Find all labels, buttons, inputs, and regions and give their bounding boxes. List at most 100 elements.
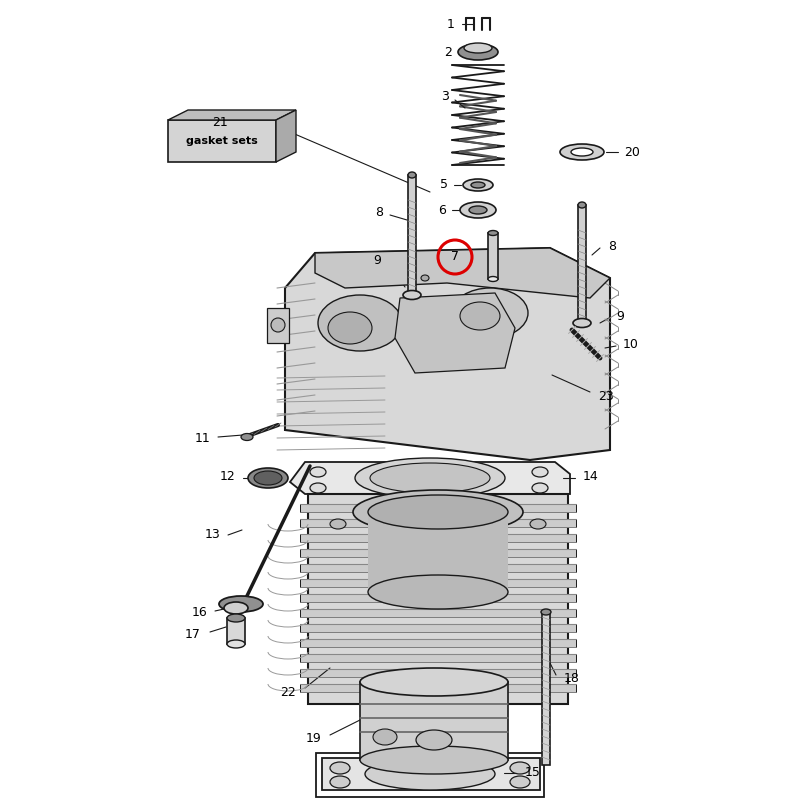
Text: 3: 3 — [441, 90, 449, 103]
Ellipse shape — [421, 275, 429, 281]
Text: 18: 18 — [564, 671, 580, 685]
Ellipse shape — [464, 43, 492, 53]
Text: 5: 5 — [440, 178, 448, 191]
Text: 7: 7 — [451, 250, 459, 263]
Ellipse shape — [310, 467, 326, 477]
Text: 8: 8 — [608, 239, 616, 253]
Text: 2: 2 — [444, 46, 452, 58]
Ellipse shape — [368, 495, 508, 529]
Ellipse shape — [469, 206, 487, 214]
Polygon shape — [300, 504, 576, 512]
Ellipse shape — [463, 179, 493, 191]
Bar — [308, 494, 568, 704]
Text: 15: 15 — [525, 766, 541, 779]
Ellipse shape — [416, 730, 452, 750]
Ellipse shape — [458, 44, 498, 60]
Ellipse shape — [373, 729, 397, 745]
Ellipse shape — [488, 277, 498, 282]
Ellipse shape — [219, 596, 263, 612]
Ellipse shape — [318, 295, 402, 351]
Ellipse shape — [541, 609, 551, 615]
Ellipse shape — [355, 458, 505, 498]
Bar — [408, 175, 416, 293]
Bar — [316, 753, 544, 797]
Polygon shape — [315, 248, 610, 298]
Bar — [360, 682, 508, 760]
Ellipse shape — [530, 519, 546, 529]
Bar — [322, 758, 540, 790]
Ellipse shape — [460, 202, 496, 218]
Bar — [542, 612, 550, 765]
Polygon shape — [300, 669, 576, 677]
Polygon shape — [300, 519, 576, 527]
Text: 6: 6 — [438, 203, 446, 217]
Ellipse shape — [452, 288, 528, 338]
Ellipse shape — [330, 762, 350, 774]
Ellipse shape — [365, 758, 495, 790]
Polygon shape — [300, 594, 576, 602]
Bar — [267, 308, 289, 343]
Polygon shape — [290, 462, 570, 494]
Text: 9: 9 — [616, 310, 624, 323]
Ellipse shape — [571, 148, 593, 156]
Ellipse shape — [360, 746, 508, 774]
Text: 21: 21 — [212, 115, 228, 129]
Ellipse shape — [488, 230, 498, 235]
Ellipse shape — [310, 483, 326, 493]
Polygon shape — [276, 110, 296, 162]
Text: 19: 19 — [306, 731, 321, 745]
Ellipse shape — [578, 202, 586, 208]
Text: 14: 14 — [583, 470, 598, 482]
Text: 23: 23 — [598, 390, 614, 402]
Text: 1: 1 — [447, 18, 455, 30]
Bar — [578, 205, 586, 323]
Ellipse shape — [227, 614, 245, 622]
Polygon shape — [300, 684, 576, 692]
Text: 17: 17 — [185, 627, 201, 641]
Ellipse shape — [360, 668, 508, 696]
Ellipse shape — [227, 640, 245, 648]
Ellipse shape — [532, 467, 548, 477]
Ellipse shape — [271, 318, 285, 332]
Ellipse shape — [403, 290, 421, 299]
Text: 10: 10 — [623, 338, 639, 350]
Polygon shape — [300, 624, 576, 632]
Bar — [227, 618, 245, 644]
Bar — [368, 512, 508, 592]
Text: 20: 20 — [624, 146, 640, 158]
Ellipse shape — [241, 434, 253, 441]
Polygon shape — [300, 564, 576, 572]
Polygon shape — [285, 248, 610, 460]
Text: 8: 8 — [375, 206, 383, 219]
Text: 11: 11 — [194, 431, 210, 445]
Bar — [168, 120, 276, 162]
Ellipse shape — [353, 490, 523, 534]
Polygon shape — [300, 534, 576, 542]
Ellipse shape — [330, 519, 346, 529]
Polygon shape — [300, 579, 576, 587]
Text: 13: 13 — [204, 527, 220, 541]
Ellipse shape — [330, 776, 350, 788]
Bar — [488, 233, 498, 279]
Ellipse shape — [471, 182, 485, 188]
Ellipse shape — [248, 468, 288, 488]
Ellipse shape — [328, 312, 372, 344]
Ellipse shape — [510, 762, 530, 774]
Ellipse shape — [224, 602, 248, 614]
Ellipse shape — [510, 776, 530, 788]
Polygon shape — [300, 549, 576, 557]
Ellipse shape — [370, 463, 490, 493]
Text: 16: 16 — [191, 606, 207, 618]
Text: 22: 22 — [280, 686, 296, 698]
Ellipse shape — [560, 144, 604, 160]
Text: 9: 9 — [373, 254, 381, 267]
Polygon shape — [168, 110, 296, 120]
Ellipse shape — [408, 172, 416, 178]
Polygon shape — [300, 609, 576, 617]
Text: 12: 12 — [219, 470, 235, 482]
Text: gasket sets: gasket sets — [186, 136, 258, 146]
Ellipse shape — [368, 575, 508, 609]
Ellipse shape — [573, 318, 591, 327]
Ellipse shape — [460, 302, 500, 330]
Ellipse shape — [532, 483, 548, 493]
